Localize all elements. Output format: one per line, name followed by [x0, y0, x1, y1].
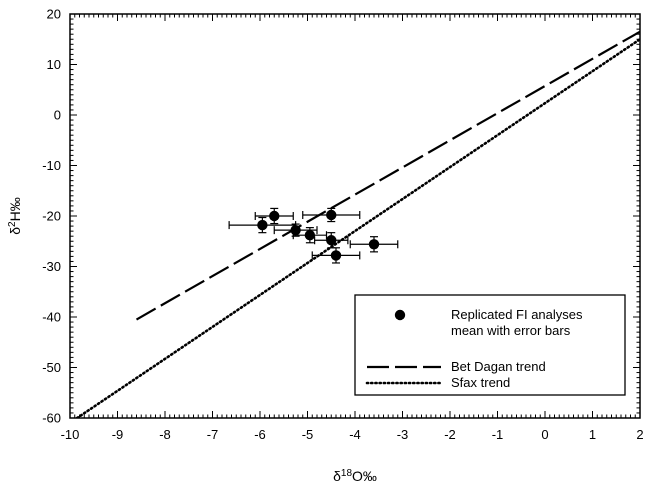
legend-label-points: Replicated FI analyses	[451, 307, 583, 322]
y-tick-label: -10	[42, 158, 61, 173]
data-marker	[330, 250, 342, 261]
y-axis-title: δ2H‰	[7, 197, 24, 234]
x-tick-label: -7	[207, 427, 219, 442]
y-tick-label: -60	[42, 411, 61, 426]
data-point	[349, 236, 399, 253]
legend-label-sfax: Sfax trend	[451, 375, 510, 390]
y-tick-label: -50	[42, 360, 61, 375]
sfax-trend-line	[75, 37, 640, 418]
trend-line-dashed	[135, 30, 640, 321]
y-tick-label: -40	[42, 310, 61, 325]
data-marker	[326, 235, 337, 246]
data-marker	[290, 224, 301, 236]
y-tick-label: 20	[47, 7, 61, 22]
x-tick-label: -8	[159, 427, 171, 442]
axis-titles: δ18O‰ δ2H‰	[7, 197, 377, 484]
legend-label-points: mean with error bars	[451, 323, 571, 338]
data-point	[292, 227, 328, 244]
x-tick-label: 1	[589, 427, 596, 442]
y-tick-label: -30	[42, 259, 61, 274]
x-tick-label: -10	[61, 427, 80, 442]
y-tick-label: -20	[42, 209, 61, 224]
x-tick-label: -5	[302, 427, 314, 442]
x-tick-label: -6	[254, 427, 266, 442]
data-marker	[269, 210, 280, 222]
x-tick-label: -9	[112, 427, 124, 442]
data-point	[314, 232, 349, 249]
legend-marker-points	[394, 309, 406, 321]
bet-dagan-trend-line	[135, 30, 640, 321]
y-axis: -60 -50 -40 -30 -20 -10 0 10 20	[42, 7, 640, 426]
data-marker	[257, 219, 268, 231]
x-tick-label: -1	[492, 427, 504, 442]
x-axis: -10 -9 -8 -7 -6 -5 -4 -3 -2 -1 0 1 2	[61, 14, 644, 442]
data-point	[311, 247, 361, 264]
x-axis-title: δ18O‰	[333, 468, 377, 485]
x-tick-label: 0	[541, 427, 548, 442]
data-marker	[326, 209, 337, 221]
data-point	[254, 207, 294, 225]
x-tick-label: 2	[636, 427, 643, 442]
y-tick-label: 0	[54, 108, 61, 123]
x-tick-label: -4	[349, 427, 361, 442]
legend-label-bet-dagan: Bet Dagan trend	[451, 359, 546, 374]
x-tick-label: -2	[444, 427, 456, 442]
data-marker	[304, 229, 316, 241]
data-point	[302, 207, 361, 223]
trend-line-dotted	[75, 37, 640, 418]
data-marker	[368, 239, 380, 250]
x-tick-label: -3	[397, 427, 409, 442]
y-tick-label: 10	[47, 57, 61, 72]
